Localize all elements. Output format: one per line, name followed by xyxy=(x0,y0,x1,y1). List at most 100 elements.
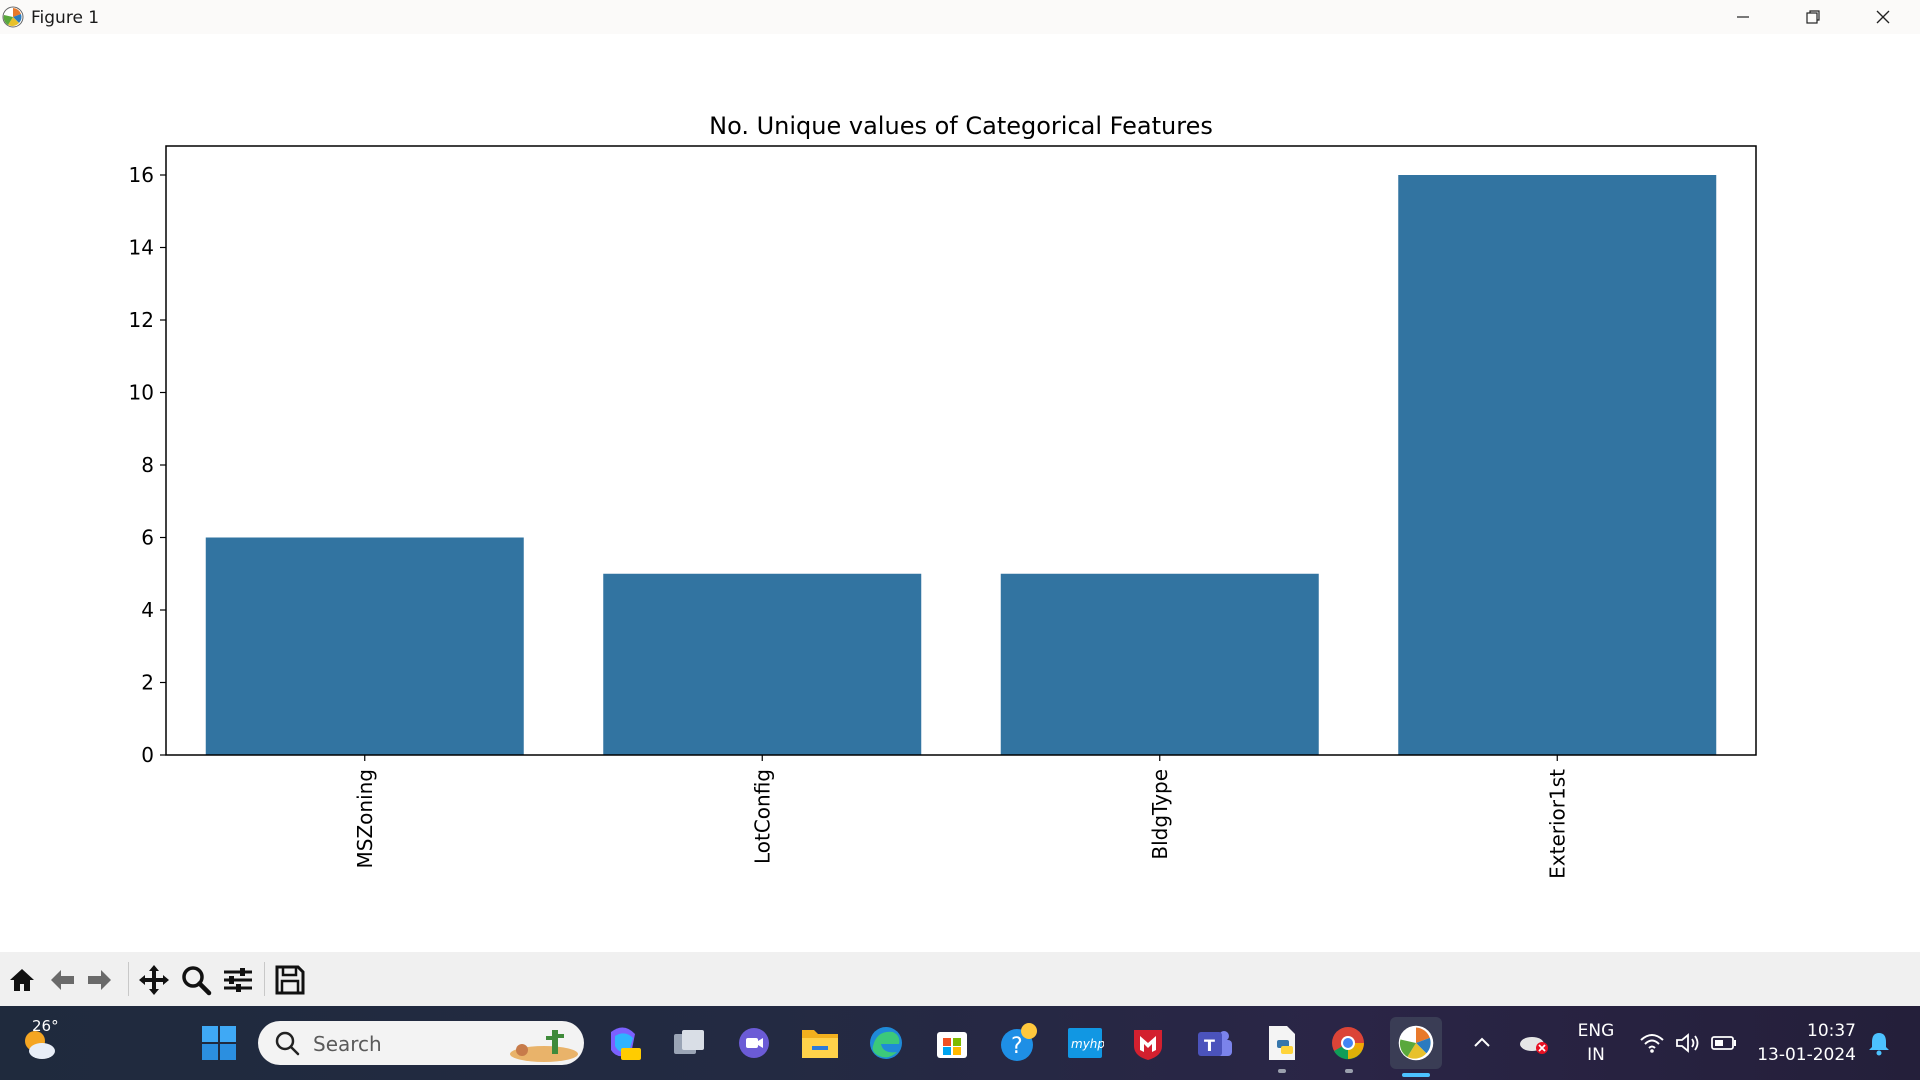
taskbar-get-help[interactable]: ? xyxy=(995,1019,1043,1067)
taskbar-python-file[interactable] xyxy=(1258,1019,1306,1067)
start-button[interactable] xyxy=(195,1019,243,1067)
volume-control[interactable] xyxy=(1672,1019,1704,1067)
minimize-button[interactable] xyxy=(1708,0,1778,34)
wifi-icon xyxy=(1640,1034,1664,1053)
python-document-icon xyxy=(1269,1026,1295,1060)
running-app-indicator xyxy=(1345,1069,1353,1073)
taskbar-myhp[interactable]: myhp xyxy=(1061,1019,1109,1067)
forward-arrow-icon xyxy=(88,970,111,990)
matplotlib-app-icon xyxy=(1398,1025,1434,1061)
y-tick-label: 8 xyxy=(141,453,154,477)
close-icon xyxy=(1876,10,1890,24)
copilot-pre-icon xyxy=(611,1027,641,1060)
y-tick-label: 16 xyxy=(129,163,154,187)
speaker-volume-icon xyxy=(1676,1033,1699,1053)
navigation-toolbar xyxy=(0,952,1920,1006)
window-title: Figure 1 xyxy=(31,8,100,28)
search-highlight-desert-icon xyxy=(510,1030,578,1062)
search-placeholder: Search xyxy=(313,1032,382,1056)
weather-temperature: 26° xyxy=(32,1017,59,1035)
bar-chart: MSZoning LotConfig BldgType Exterior1st 0 2 4 6… xyxy=(129,112,1757,879)
weather-partly-cloudy-icon xyxy=(25,1031,55,1059)
taskbar-teams[interactable]: T xyxy=(1190,1019,1238,1067)
wifi-status[interactable] xyxy=(1636,1019,1668,1067)
bell-icon xyxy=(1869,1033,1889,1056)
clock-date[interactable]: 13-01-2024 xyxy=(1757,1045,1856,1065)
configure-subplots-button[interactable] xyxy=(220,962,256,998)
zoom-button[interactable] xyxy=(178,962,214,998)
forward-button[interactable] xyxy=(82,962,118,998)
onedrive-status[interactable] xyxy=(1514,1019,1554,1067)
x-tick-label: Exterior1st xyxy=(1545,769,1569,879)
chevron-up-icon xyxy=(1474,1037,1490,1047)
language-indicator-bottom[interactable]: IN xyxy=(1587,1045,1605,1065)
taskbar-matplotlib-active[interactable] xyxy=(1390,1017,1442,1077)
chrome-browser-icon xyxy=(1332,1027,1364,1060)
back-button[interactable] xyxy=(44,962,80,998)
taskbar-store[interactable] xyxy=(928,1019,976,1067)
axes-frame xyxy=(165,145,1757,756)
y-tick-label: 2 xyxy=(141,671,154,695)
mcafee-shield-icon xyxy=(1134,1030,1162,1060)
video-chat-icon xyxy=(739,1028,769,1058)
bar-lotconfig xyxy=(603,573,922,755)
windows-start-icon xyxy=(202,1026,236,1060)
taskbar-edge[interactable] xyxy=(862,1019,910,1067)
save-button[interactable] xyxy=(272,962,308,998)
x-tick-label: LotConfig xyxy=(750,769,774,864)
y-tick-label: 10 xyxy=(129,381,154,405)
toolbar-separator xyxy=(264,962,265,996)
configure-subplots-icon xyxy=(224,968,252,992)
back-arrow-icon xyxy=(51,970,74,990)
svg-text:T: T xyxy=(1204,1036,1215,1055)
restore-icon xyxy=(1806,10,1820,24)
matplotlib-app-icon xyxy=(2,6,24,28)
battery-status[interactable] xyxy=(1708,1019,1740,1067)
toolbar-separator xyxy=(128,962,129,996)
show-hidden-icons-button[interactable] xyxy=(1467,1019,1497,1067)
y-tick-label: 14 xyxy=(129,236,154,260)
bar-mszoning xyxy=(205,537,524,755)
svg-text:myhp: myhp xyxy=(1071,1037,1104,1051)
svg-text:?: ? xyxy=(1011,1034,1023,1059)
figure-canvas[interactable]: MSZoning LotConfig BldgType Exterior1st 0 2 4 6… xyxy=(0,34,1920,952)
x-tick-label: MSZoning xyxy=(353,769,377,869)
weather-widget[interactable]: 26° xyxy=(10,1017,70,1067)
microsoft-store-icon xyxy=(937,1032,967,1058)
taskbar-mcafee[interactable] xyxy=(1124,1019,1172,1067)
x-tick-label: BldgType xyxy=(1148,769,1172,860)
search-icon xyxy=(275,1031,300,1056)
y-tick-label: 0 xyxy=(141,743,154,767)
bar-exterior1st xyxy=(1398,175,1717,755)
zoom-icon xyxy=(182,966,212,996)
y-tick-label: 4 xyxy=(141,598,154,622)
window-titlebar: Figure 1 xyxy=(0,0,1920,34)
clock-time[interactable]: 10:37 xyxy=(1807,1021,1856,1041)
taskbar-search[interactable]: Search xyxy=(258,1021,584,1065)
edge-browser-icon xyxy=(870,1027,902,1059)
close-button[interactable] xyxy=(1848,0,1918,34)
y-tick-label: 6 xyxy=(141,526,154,550)
restore-button[interactable] xyxy=(1778,0,1848,34)
help-question-icon: ? xyxy=(1001,1023,1037,1061)
notifications-button[interactable] xyxy=(1864,1019,1894,1067)
pan-button[interactable] xyxy=(136,962,172,998)
bar-bldgtype xyxy=(1000,573,1319,755)
language-indicator-top[interactable]: ENG xyxy=(1577,1021,1615,1041)
taskbar: 26° Search ? myhp T xyxy=(0,1006,1920,1080)
taskbar-file-explorer[interactable] xyxy=(796,1019,844,1067)
taskbar-task-view[interactable] xyxy=(665,1019,713,1067)
onedrive-error-icon xyxy=(1520,1037,1548,1054)
minimize-icon xyxy=(1737,16,1749,18)
pan-icon xyxy=(139,965,169,995)
battery-icon xyxy=(1711,1036,1736,1050)
myhp-icon: myhp xyxy=(1068,1028,1104,1058)
home-button[interactable] xyxy=(4,962,40,998)
active-app-indicator xyxy=(1402,1073,1430,1077)
folder-icon xyxy=(802,1030,838,1058)
home-icon xyxy=(10,969,34,991)
taskbar-copilot[interactable] xyxy=(600,1019,648,1067)
running-app-indicator xyxy=(1278,1069,1286,1073)
taskbar-meet[interactable] xyxy=(730,1019,778,1067)
taskbar-chrome[interactable] xyxy=(1324,1019,1372,1067)
